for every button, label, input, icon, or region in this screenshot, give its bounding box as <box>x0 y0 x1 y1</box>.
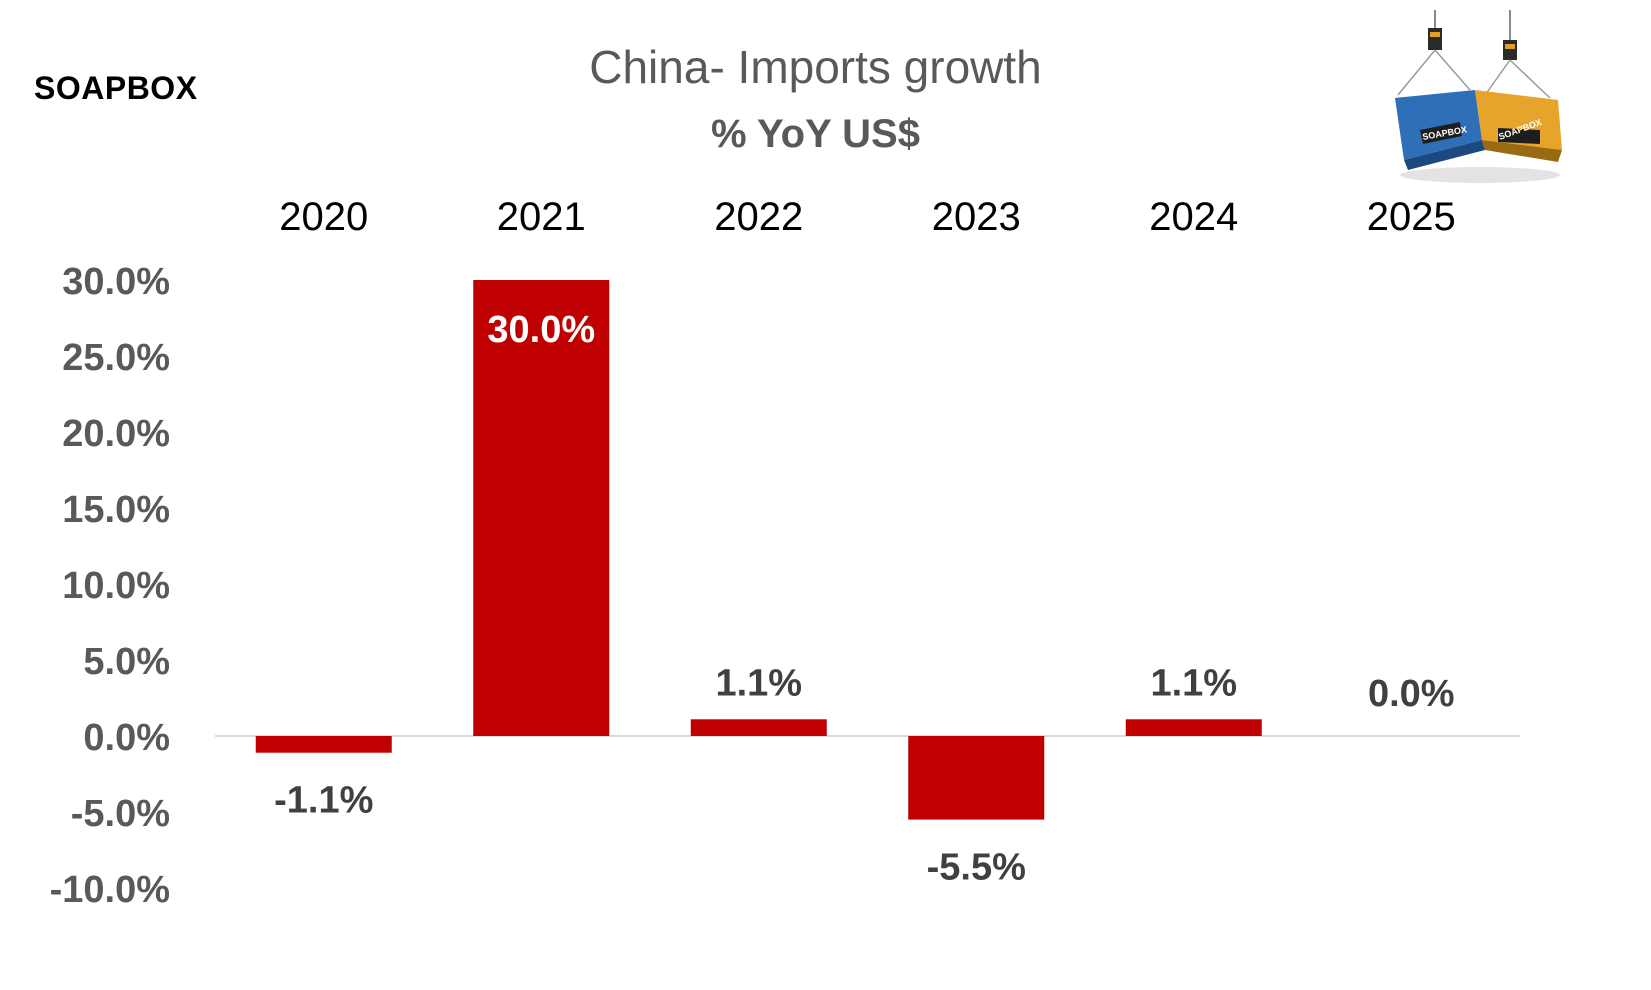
y-tick-label: 25.0% <box>62 337 170 379</box>
category-label: 2022 <box>714 195 803 239</box>
category-label: 2024 <box>1149 195 1238 239</box>
data-label: 1.1% <box>1150 662 1237 704</box>
y-tick-label: 30.0% <box>62 261 170 303</box>
y-tick-label: 5.0% <box>83 641 170 683</box>
chart-title: China- Imports growth <box>589 41 1042 93</box>
y-tick-label: 0.0% <box>83 717 170 759</box>
shipping-containers-logo-icon: SOAPBOX SOAPBOX <box>1395 10 1562 183</box>
y-tick-label: 10.0% <box>62 565 170 607</box>
category-label: 2023 <box>932 195 1021 239</box>
bar-2024 <box>1125 719 1262 736</box>
y-tick-label: 20.0% <box>62 413 170 455</box>
data-label: 1.1% <box>715 662 802 704</box>
category-label: 2020 <box>279 195 368 239</box>
data-label: 30.0% <box>487 309 595 351</box>
bar-2023 <box>908 736 1045 820</box>
data-label: -1.1% <box>274 780 373 822</box>
bar-2021 <box>473 280 610 736</box>
bar-2022 <box>690 719 827 736</box>
brand-name: SOAPBOX <box>34 70 198 106</box>
category-label: 2021 <box>497 195 586 239</box>
data-label: -5.5% <box>927 847 1026 889</box>
data-label: 0.0% <box>1368 673 1455 715</box>
y-tick-label: 15.0% <box>62 489 170 531</box>
bar-2020 <box>255 736 392 753</box>
chart-subtitle: % YoY US$ <box>711 112 920 156</box>
y-tick-label: -10.0% <box>50 869 170 911</box>
y-tick-label: -5.0% <box>71 793 170 835</box>
category-label: 2025 <box>1367 195 1456 239</box>
